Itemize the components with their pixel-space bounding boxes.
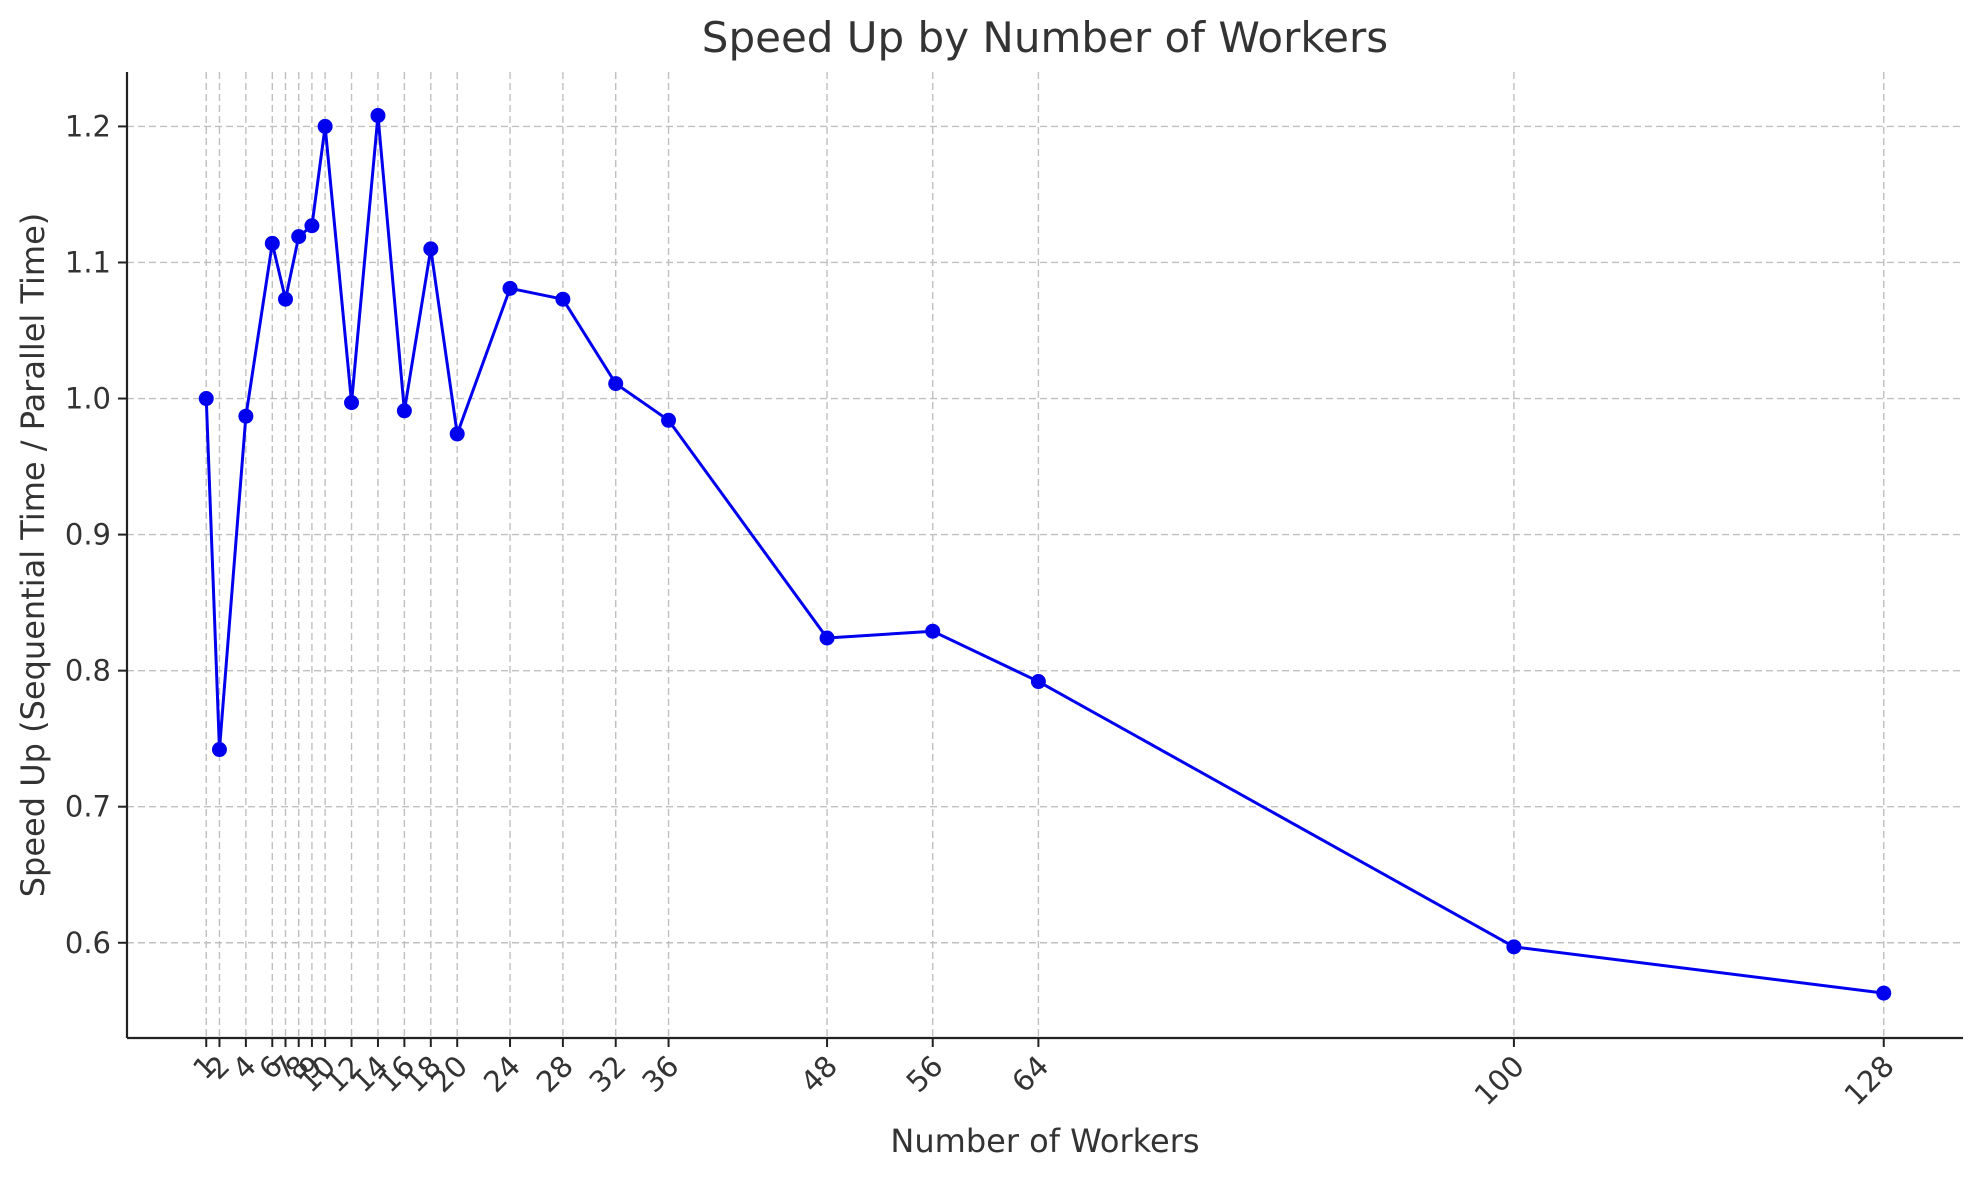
data-point	[291, 229, 307, 245]
x-tick-label: 128	[1838, 1049, 1901, 1112]
x-tick-label: 32	[583, 1049, 633, 1099]
data-point	[264, 235, 280, 251]
y-tick-label: 0.6	[65, 926, 111, 960]
x-tick-label: 24	[477, 1049, 527, 1099]
data-point	[1876, 985, 1892, 1001]
data-point	[317, 118, 333, 134]
data-point	[304, 218, 320, 234]
chart-title: Speed Up by Number of Workers	[702, 13, 1388, 62]
y-tick-label: 0.8	[65, 654, 111, 688]
y-tick-label: 1.0	[65, 382, 111, 416]
y-tick-label: 1.1	[65, 245, 111, 279]
data-point	[819, 630, 835, 646]
data-point	[370, 108, 386, 124]
y-tick-label: 1.2	[65, 109, 111, 143]
x-tick-label: 100	[1468, 1049, 1531, 1112]
data-point	[925, 623, 941, 639]
data-point	[238, 408, 254, 424]
data-point	[608, 376, 624, 392]
data-point	[344, 395, 360, 411]
data-point	[1030, 674, 1046, 690]
data-point	[198, 391, 214, 407]
x-tick-label: 20	[424, 1049, 474, 1099]
data-point	[1506, 939, 1522, 955]
data-point	[278, 291, 294, 307]
grid	[127, 72, 1963, 1038]
y-tick-label: 0.9	[65, 518, 111, 552]
data-point	[555, 291, 571, 307]
data-point	[661, 412, 677, 428]
y-axis-label: Speed Up (Sequential Time / Parallel Tim…	[14, 213, 52, 898]
y-tick-label: 0.7	[65, 790, 111, 824]
series-line	[204, 114, 1884, 995]
x-tick-label: 36	[635, 1049, 685, 1099]
data-point	[423, 241, 439, 257]
data-point	[211, 742, 227, 758]
data-point	[396, 403, 412, 419]
data-point	[502, 280, 518, 296]
x-tick-label: 64	[1005, 1049, 1055, 1099]
x-tick-label: 28	[530, 1049, 580, 1099]
axes	[125, 72, 1963, 1040]
x-tick-label: 56	[900, 1049, 950, 1099]
x-axis-label: Number of Workers	[890, 1122, 1199, 1160]
series-layer	[198, 108, 1892, 1001]
data-point	[449, 426, 465, 442]
x-tick-label: 48	[794, 1049, 844, 1099]
